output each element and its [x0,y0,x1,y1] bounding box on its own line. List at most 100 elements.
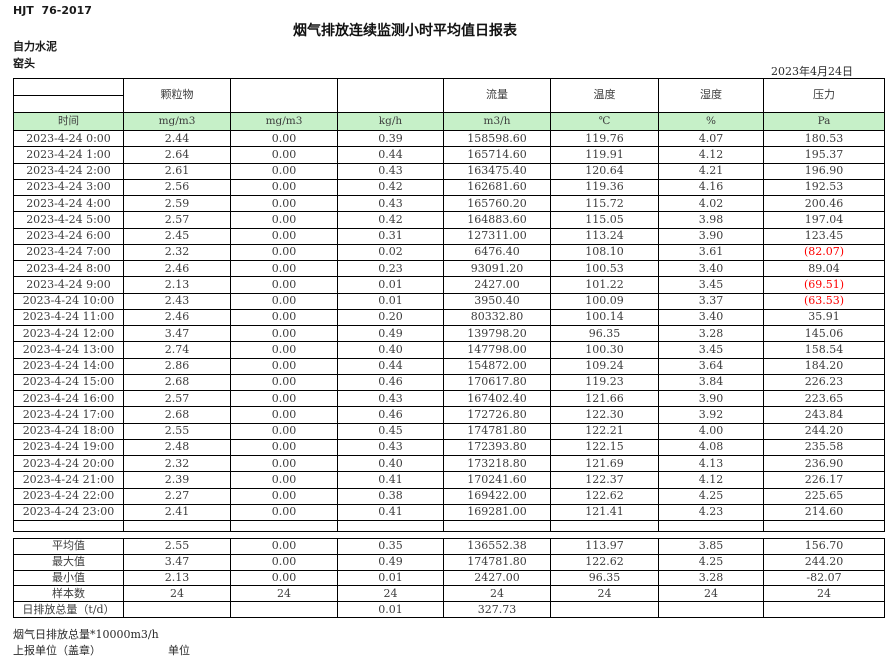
value-cell: 244.20 [763,422,885,440]
value-cell: 4.12 [658,471,764,489]
header-humidity: 湿度 [658,78,764,113]
value-cell: 121.66 [550,389,659,408]
hourly-row: 2023-4-24 16:00 2.57 0.00 0.43 167402.40 121.… [13,389,885,408]
header-particulate: 颗粒物 [123,78,231,113]
value-cell: 0.42 [337,178,444,197]
unit-label: 单位 [168,644,190,657]
value-cell: 139798.20 [443,324,551,343]
value-cell: 0.00 [230,178,338,197]
value-cell: 100.14 [550,308,659,327]
hourly-row: 2023-4-24 19:00 2.48 0.00 0.43 172393.80 122.… [13,438,885,457]
summary-value-cell: 24 [550,585,659,603]
value-cell: 0.00 [230,503,338,522]
blank-cell [13,520,124,532]
value-cell: 4.25 [658,487,764,505]
hourly-row: 2023-4-24 9:00 2.13 0.00 0.01 2427.00 101.22 3… [13,276,885,294]
hourly-data-table: 颗粒物 流量 温度 湿度 压力 时间 mg/m3 mg/m3 kg/h m3/h… [13,78,885,532]
value-cell: 3.37 [658,292,764,310]
hourly-row: 2023-4-24 7:00 2.32 0.00 0.02 6476.40 108.10 3… [13,243,885,262]
time-cell: 2023-4-24 2:00 [13,162,124,180]
value-cell: 3.84 [658,373,764,392]
value-cell: 169281.00 [443,503,551,522]
time-cell: 2023-4-24 19:00 [13,438,124,457]
value-cell: 4.23 [658,503,764,522]
value-cell: 2.13 [123,276,231,294]
value-cell: 0.42 [337,211,444,229]
value-cell: 122.15 [550,438,659,457]
summary-value-cell: 244.20 [763,553,885,571]
unit-m3-h: m3/h [443,112,551,131]
hourly-row: 2023-4-24 4:00 2.59 0.00 0.43 165760.20 115.7… [13,194,885,213]
value-cell: 3.90 [658,389,764,408]
hourly-row: 2023-4-24 20:00 2.32 0.00 0.40 173218.80 121.… [13,454,885,473]
value-cell: 195.37 [763,146,885,164]
value-cell: 2.56 [123,178,231,197]
value-cell: 2.64 [123,146,231,164]
value-cell: 120.64 [550,162,659,180]
value-cell: 0.00 [230,227,338,245]
value-cell: 0.00 [230,211,338,229]
value-cell: 2.68 [123,406,231,424]
value-cell: 0.41 [337,503,444,522]
summary-value-cell: 3.47 [123,553,231,571]
value-cell: 2.43 [123,292,231,310]
value-cell: 0.00 [230,324,338,343]
value-cell: 101.22 [550,276,659,294]
summary-table: 平均值 2.55 0.00 0.35 136552.38 113.97 3.85 156.70… [13,538,885,618]
summary-value-cell: 327.73 [443,601,551,618]
value-cell: 109.24 [550,357,659,375]
hourly-row: 2023-4-24 15:00 2.68 0.00 0.46 170617.80 119.… [13,373,885,392]
time-cell: 2023-4-24 6:00 [13,227,124,245]
time-cell: 2023-4-24 20:00 [13,454,124,473]
value-cell: 214.60 [763,503,885,522]
value-cell: (69.51) [763,276,885,294]
value-cell: 0.00 [230,292,338,310]
value-cell: 0.00 [230,471,338,489]
value-cell: 0.00 [230,422,338,440]
value-cell: 226.17 [763,471,885,489]
value-cell: 0.40 [337,454,444,473]
value-cell: 4.12 [658,146,764,164]
summary-value-cell: 0.00 [230,553,338,571]
value-cell: 2.74 [123,341,231,359]
value-cell: 0.00 [230,129,338,148]
value-cell: 100.30 [550,341,659,359]
value-cell: 0.00 [230,243,338,262]
value-cell: 3.45 [658,341,764,359]
summary-value-cell: 156.70 [763,538,885,555]
value-cell: 154872.00 [443,357,551,375]
value-cell: 2.39 [123,471,231,489]
value-cell: 3.40 [658,308,764,327]
value-cell: 170241.60 [443,471,551,489]
value-cell: 3.40 [658,259,764,278]
summary-label-cell: 日排放总量（t/d） [13,601,124,618]
summary-value-cell: 24 [763,585,885,603]
value-cell: 223.65 [763,389,885,408]
value-cell: 0.23 [337,259,444,278]
value-cell: 163475.40 [443,162,551,180]
value-cell: 0.39 [337,129,444,148]
value-cell: 119.36 [550,178,659,197]
time-cell: 2023-4-24 12:00 [13,324,124,343]
value-cell: 4.00 [658,422,764,440]
table-body: 2023-4-24 0:00 2.44 0.00 0.39 158598.60 119.7… [13,129,885,532]
value-cell: 2.46 [123,308,231,327]
hourly-row: 2023-4-24 3:00 2.56 0.00 0.42 162681.60 119.3… [13,178,885,197]
summary-value-cell: 24 [230,585,338,603]
value-cell: 0.43 [337,389,444,408]
blank-cell [658,520,764,532]
unit-row: 时间 mg/m3 mg/m3 kg/h m3/h ℃ % Pa [13,112,885,131]
value-cell: 180.53 [763,129,885,148]
value-cell: 100.53 [550,259,659,278]
time-cell: 2023-4-24 13:00 [13,341,124,359]
document-standard-code: HJT 76-2017 [13,4,92,17]
value-cell: 108.10 [550,243,659,262]
value-cell: 0.43 [337,438,444,457]
summary-label-cell: 最大值 [13,553,124,571]
value-cell: 0.00 [230,406,338,424]
value-cell: 4.08 [658,438,764,457]
summary-value-cell [230,601,338,618]
value-cell: 0.43 [337,194,444,213]
unit-percent: % [658,112,764,131]
flow-total-note: 烟气日排放总量*10000m3/h [13,628,159,641]
